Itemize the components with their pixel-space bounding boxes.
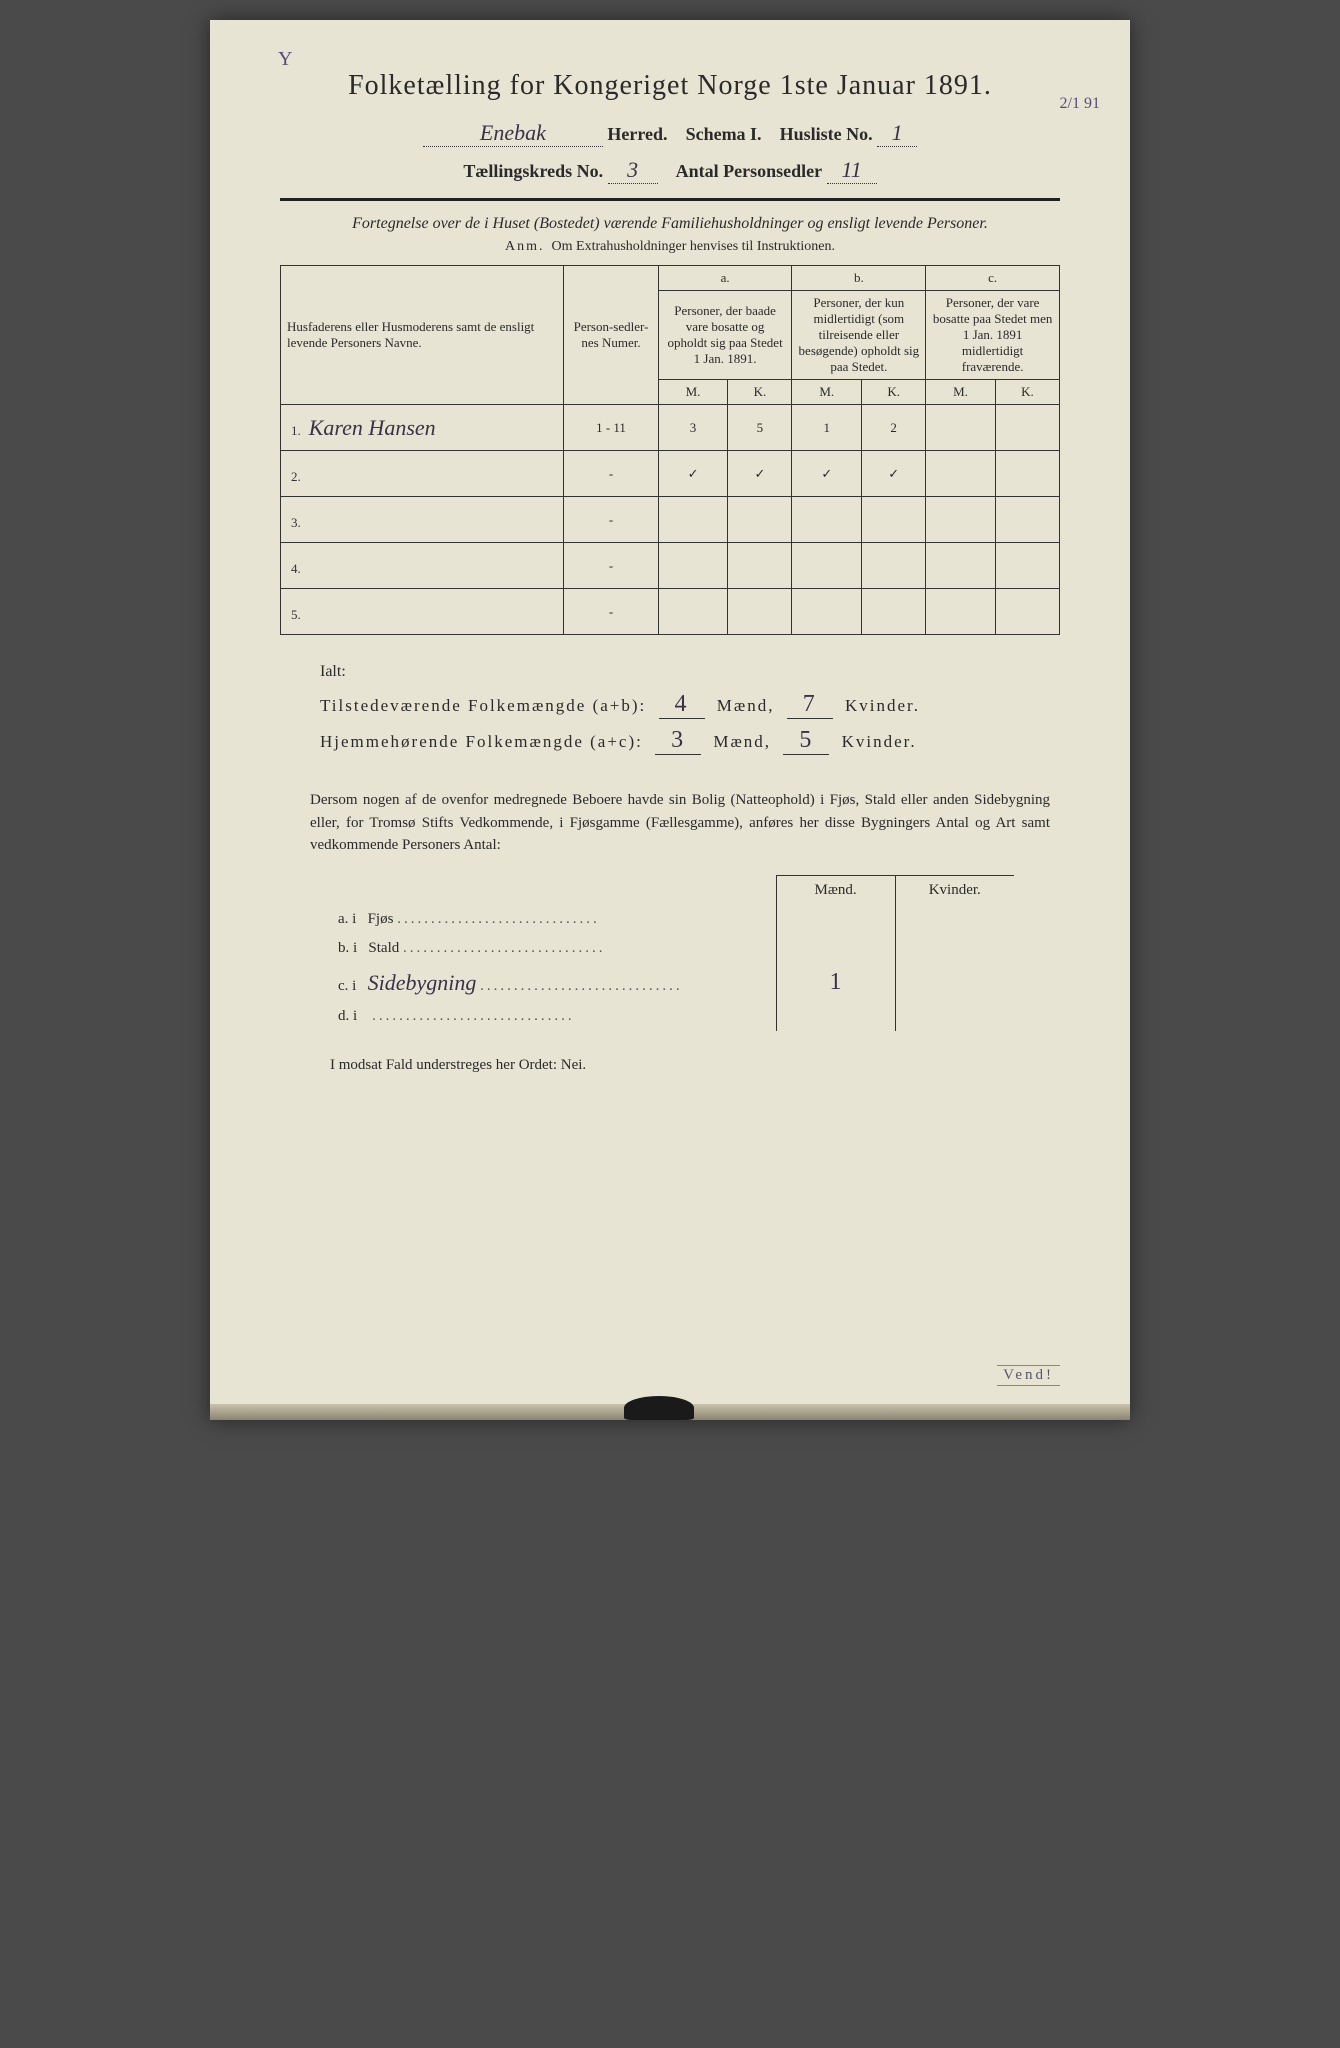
antal-value: 11 [827, 157, 877, 184]
census-form-page: Y 2/1 91 Folketælling for Kongeriget Nor… [210, 20, 1130, 1420]
th-group-b-label: b. [792, 266, 926, 291]
side-date-note: 2/1 91 [1060, 95, 1100, 113]
table-row: 2.-✓✓✓✓ [281, 451, 1060, 497]
table-body: 1.Karen Hansen1 - 1135122.-✓✓✓✓3.-4.-5.- [281, 405, 1060, 635]
vend-stamp: Vend! [997, 1365, 1060, 1386]
ialt-label: Ialt: [320, 663, 1040, 681]
footer-line: I modsat Fald understreges her Ordet: Ne… [330, 1057, 1060, 1074]
intro-text: Fortegnelse over de i Huset (Bostedet) v… [280, 215, 1060, 233]
kreds-value: 3 [608, 157, 658, 184]
totals-line2-k: 5 [783, 727, 829, 755]
side-building-paragraph: Dersom nogen af de ovenfor medregnede Be… [310, 789, 1050, 857]
th-b-m: M. [792, 380, 862, 405]
totals-line1-k: 7 [787, 691, 833, 719]
herred-label: Herred. [607, 124, 667, 144]
totals-line-2: Hjemmehørende Folkemængde (a+c): 3 Mænd,… [320, 727, 1040, 755]
kvinder-label-1: Kvinder. [845, 696, 920, 715]
th-numer: Person-sedler-nes Numer. [564, 266, 658, 405]
sb-head-maend: Mænd. [776, 875, 895, 905]
divider-rule [280, 198, 1060, 201]
th-group-b-text: Personer, der kun midlertidigt (som tilr… [792, 291, 926, 380]
kvinder-label-2: Kvinder. [842, 732, 917, 751]
sb-row: b. i Stald .............................… [330, 934, 1014, 963]
form-title: Folketælling for Kongeriget Norge 1ste J… [280, 70, 1060, 102]
sb-head-kvinder: Kvinder. [895, 875, 1014, 905]
header-line-2: Tællingskreds No. 3 Antal Personsedler 1… [280, 157, 1060, 184]
table-row: 5.- [281, 589, 1060, 635]
th-group-a-text: Personer, der baade vare bosatte og opho… [658, 291, 792, 380]
totals-line-1: Tilstedeværende Folkemængde (a+b): 4 Mæn… [320, 691, 1040, 719]
anm-text: Om Extrahusholdninger henvises til Instr… [552, 239, 835, 254]
table-row: 3.- [281, 497, 1060, 543]
side-building-rows: a. i Fjøs ..............................… [330, 905, 1014, 1031]
maend-label-1: Mænd, [717, 696, 775, 715]
table-row: 1.Karen Hansen1 - 113512 [281, 405, 1060, 451]
th-group-c-label: c. [926, 266, 1060, 291]
th-a-k: K. [728, 380, 792, 405]
table-row: 4.- [281, 543, 1060, 589]
sb-row: d. i .............................. [330, 1002, 1014, 1031]
side-building-table: Mænd. Kvinder. [330, 875, 1014, 905]
totals-line1-label: Tilstedeværende Folkemængde (a+b): [320, 696, 646, 715]
side-building-block: Mænd. Kvinder. a. i Fjøs ...............… [330, 875, 1050, 1031]
husliste-label: Husliste No. [780, 124, 873, 144]
schema-label: Schema I. [686, 124, 762, 144]
th-a-m: M. [658, 380, 728, 405]
page-damage [624, 1396, 694, 1420]
totals-line1-m: 4 [659, 691, 705, 719]
th-name: Husfaderens eller Husmoderens samt de en… [281, 266, 564, 405]
th-group-a-label: a. [658, 266, 792, 291]
sb-row: a. i Fjøs .............................. [330, 905, 1014, 934]
th-c-m: M. [926, 380, 996, 405]
header-line-1: Enebak Herred. Schema I. Husliste No. 1 [280, 120, 1060, 147]
th-group-c-text: Personer, der vare bosatte paa Stedet me… [926, 291, 1060, 380]
maend-label-2: Mænd, [713, 732, 771, 751]
household-table: Husfaderens eller Husmoderens samt de en… [280, 265, 1060, 635]
herred-value: Enebak [423, 120, 603, 147]
anm-prefix: Anm. [505, 239, 545, 254]
corner-mark: Y [278, 48, 292, 71]
husliste-value: 1 [877, 120, 917, 147]
th-b-k: K. [862, 380, 926, 405]
antal-label: Antal Personsedler [676, 161, 822, 181]
totals-block: Ialt: Tilstedeværende Folkemængde (a+b):… [320, 663, 1040, 755]
sb-row: c. i Sidebygning .......................… [330, 963, 1014, 1002]
totals-line2-m: 3 [655, 727, 701, 755]
th-c-k: K. [995, 380, 1059, 405]
totals-line2-label: Hjemmehørende Folkemængde (a+c): [320, 732, 643, 751]
anm-note: Anm. Om Extrahusholdninger henvises til … [280, 239, 1060, 255]
kreds-label: Tællingskreds No. [463, 161, 603, 181]
